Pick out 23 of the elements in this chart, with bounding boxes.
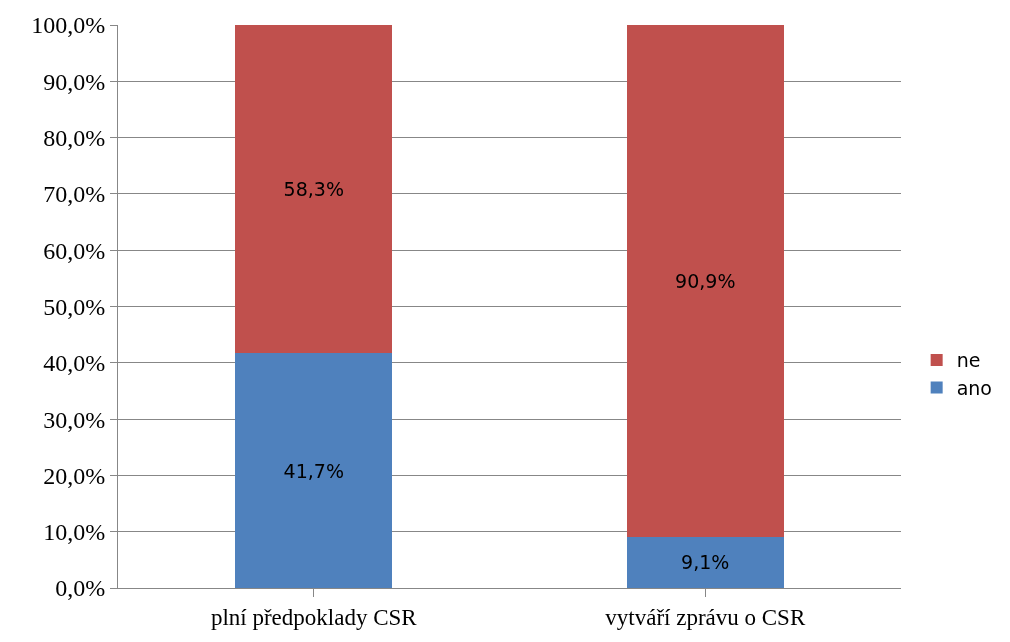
y-tick-label: 0,0%: [55, 575, 106, 602]
data-label: 90,9%: [675, 269, 736, 292]
bar: [626, 25, 784, 537]
y-tick-label: 20,0%: [43, 462, 106, 489]
data-label: 58,3%: [283, 178, 344, 201]
data-label: 9,1%: [681, 551, 730, 574]
y-tick-label: 40,0%: [43, 350, 106, 377]
x-tick-label: plní předpoklady CSR: [210, 604, 418, 630]
y-tick-label: 70,0%: [43, 181, 106, 208]
y-tick-label: 60,0%: [43, 237, 106, 264]
legend-label: ano: [956, 377, 992, 400]
y-tick-label: 100,0%: [31, 12, 106, 39]
y-tick-label: 10,0%: [43, 519, 106, 546]
bar: [235, 25, 393, 354]
data-label: 41,7%: [283, 459, 344, 482]
y-tick-label: 90,0%: [43, 68, 106, 95]
y-tick-label: 30,0%: [43, 406, 106, 433]
y-tick-label: 50,0%: [43, 293, 106, 320]
bar: [235, 353, 393, 588]
legend-label: ne: [956, 349, 981, 372]
bar: [626, 536, 784, 588]
y-tick-label: 80,0%: [43, 125, 106, 151]
x-tick-label: vytváří zprávu o CSR: [605, 604, 806, 630]
